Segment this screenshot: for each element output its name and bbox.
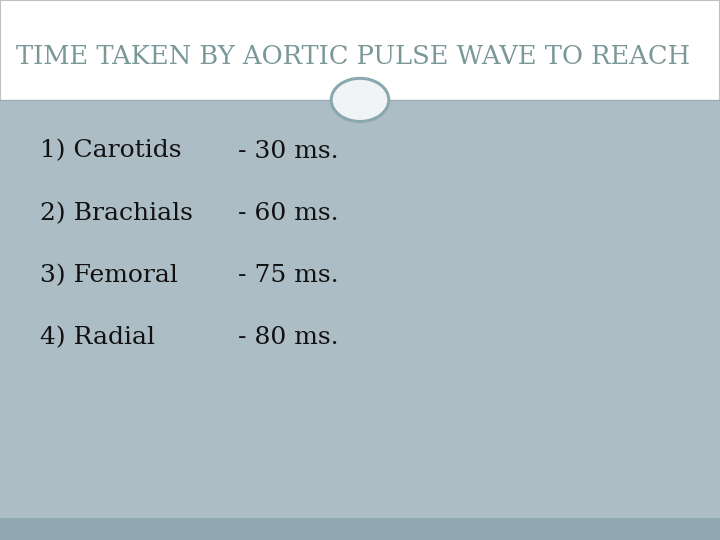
Text: 2) Brachials: 2) Brachials <box>40 202 192 225</box>
Bar <box>0 518 720 540</box>
Text: 4) Radial: 4) Radial <box>40 326 155 349</box>
Text: TIME TAKEN BY AORTIC PULSE WAVE TO REACH: TIME TAKEN BY AORTIC PULSE WAVE TO REACH <box>16 44 690 69</box>
Text: 3) Femoral: 3) Femoral <box>40 264 177 287</box>
Text: - 30 ms.: - 30 ms. <box>238 140 338 163</box>
Text: - 75 ms.: - 75 ms. <box>238 264 338 287</box>
Circle shape <box>331 78 389 122</box>
Text: 1) Carotids: 1) Carotids <box>40 140 181 163</box>
Text: - 80 ms.: - 80 ms. <box>238 326 338 349</box>
Bar <box>0 100 720 518</box>
Text: - 60 ms.: - 60 ms. <box>238 202 338 225</box>
